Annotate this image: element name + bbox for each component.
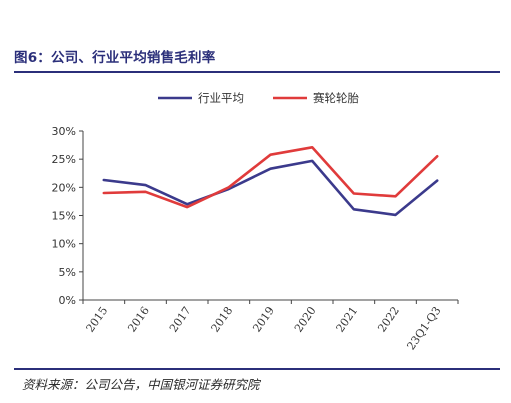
source-divider xyxy=(14,368,500,370)
legend-label-2: 赛轮轮胎 xyxy=(313,91,359,105)
source-note: 资料来源：公司公告，中国银河证券研究院 xyxy=(22,377,260,392)
series-line-1 xyxy=(102,159,439,217)
x-tick-label: 2017 xyxy=(167,304,194,334)
y-tick-label: 30% xyxy=(52,125,76,138)
y-tick-label: 5% xyxy=(59,266,76,279)
chart-legend: 行业平均 赛轮轮胎 xyxy=(158,91,359,105)
y-tick-label: 15% xyxy=(52,210,76,223)
legend-label-1: 行业平均 xyxy=(198,91,244,105)
x-axis-ticks: 2015 2016 2017 2018 2019 2020 2021 2022 23Q1-Q3 xyxy=(82,300,459,352)
x-tick-label: 2016 xyxy=(125,304,152,334)
x-tick-label: 2021 xyxy=(334,304,361,334)
figure-title-bar: 图6：公司、行业平均销售毛利率 xyxy=(14,46,500,66)
x-tick-label: 23Q1-Q3 xyxy=(404,304,443,352)
x-tick-label: 2015 xyxy=(84,304,111,334)
x-tick-label: 2022 xyxy=(375,304,402,334)
x-tick-label: 2020 xyxy=(292,304,319,334)
y-tick-label: 25% xyxy=(52,153,76,166)
chart-series xyxy=(102,146,439,217)
x-tick-label: 2018 xyxy=(209,304,236,334)
figure-title: 图6：公司、行业平均销售毛利率 xyxy=(14,50,216,66)
x-tick-label: 2019 xyxy=(250,304,277,334)
y-axis-ticks: 0% 5% 10% 15% 20% 25% 30% xyxy=(52,125,83,307)
series-line-2 xyxy=(102,146,439,209)
title-divider xyxy=(14,71,500,73)
y-tick-label: 0% xyxy=(59,294,76,307)
y-tick-label: 20% xyxy=(52,181,76,194)
y-tick-label: 10% xyxy=(52,238,76,251)
